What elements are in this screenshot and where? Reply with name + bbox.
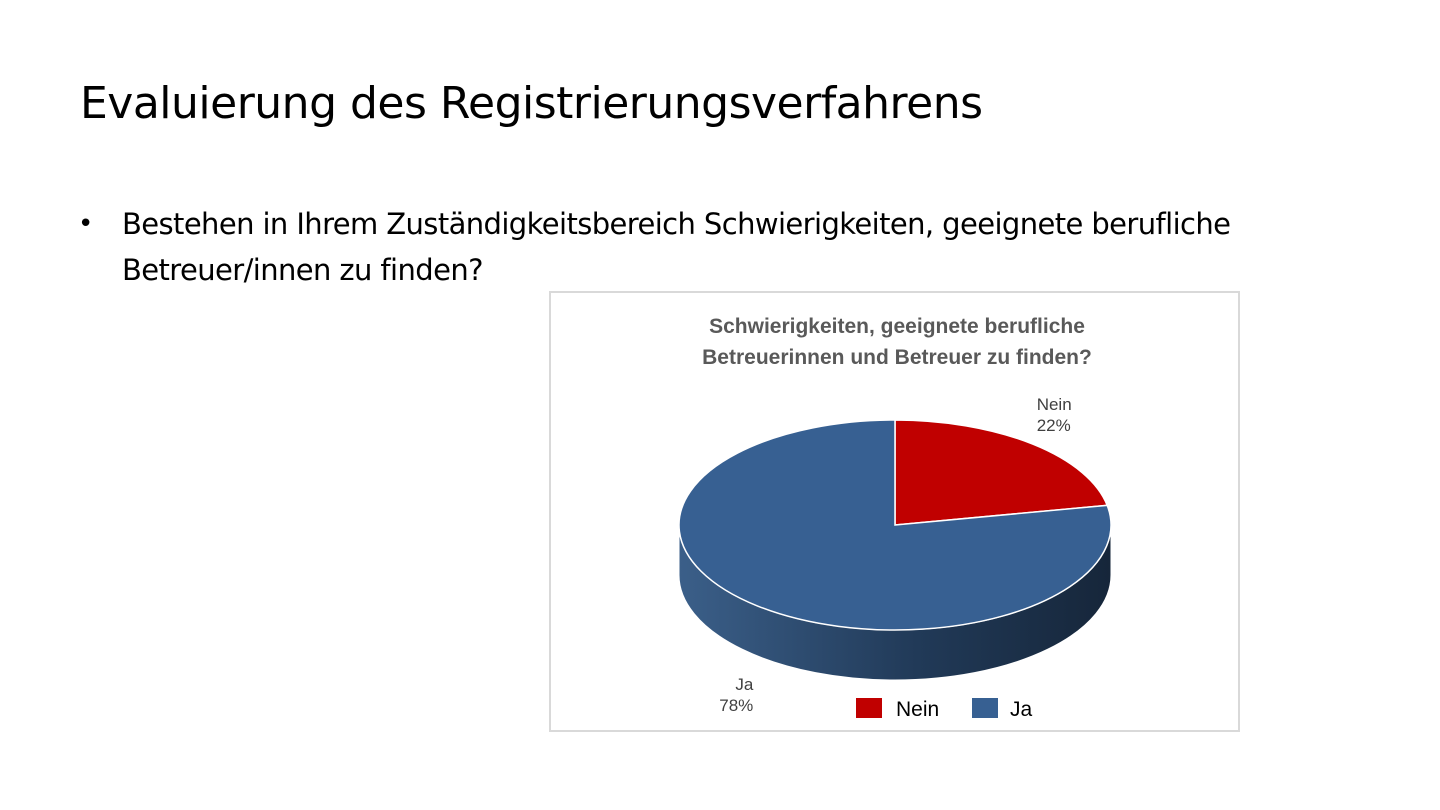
chart-title-line-1: Schwierigkeiten, geeignete berufliche bbox=[709, 315, 1085, 338]
data-label-ja-category: Ja bbox=[735, 675, 754, 694]
chart-title-line-2: Betreuerinnen und Betreuer zu finden? bbox=[702, 346, 1092, 369]
slide-title: Evaluierung des Registrierungsverfahrens bbox=[80, 78, 983, 129]
data-label-ja-value: 78% bbox=[719, 696, 753, 715]
legend: Nein Ja bbox=[856, 698, 1033, 721]
legend-label-ja: Ja bbox=[1010, 698, 1033, 721]
pie-slice-nein bbox=[894, 419, 1109, 526]
bullet-symbol: • bbox=[78, 209, 93, 239]
legend-label-nein: Nein bbox=[896, 698, 939, 721]
legend-swatch-ja bbox=[972, 698, 998, 718]
data-label-nein-category: Nein bbox=[1037, 395, 1072, 414]
pie-chart: Schwierigkeiten, geeignete berufliche Be… bbox=[549, 291, 1240, 732]
pie-chart-svg: Schwierigkeiten, geeignete berufliche Be… bbox=[678, 315, 1112, 721]
pie-group: Nein 22% Ja 78% bbox=[678, 395, 1112, 715]
data-label-nein-value: 22% bbox=[1037, 416, 1071, 435]
legend-swatch-nein bbox=[856, 698, 882, 718]
bullet-text: Bestehen in Ihrem Zuständigkeitsbereich … bbox=[122, 207, 1231, 287]
bullet-list: • Bestehen in Ihrem Zuständigkeitsbereic… bbox=[78, 201, 1318, 293]
pie-slice-ja bbox=[678, 419, 1112, 631]
bullet-item: • Bestehen in Ihrem Zuständigkeitsbereic… bbox=[78, 201, 1318, 293]
